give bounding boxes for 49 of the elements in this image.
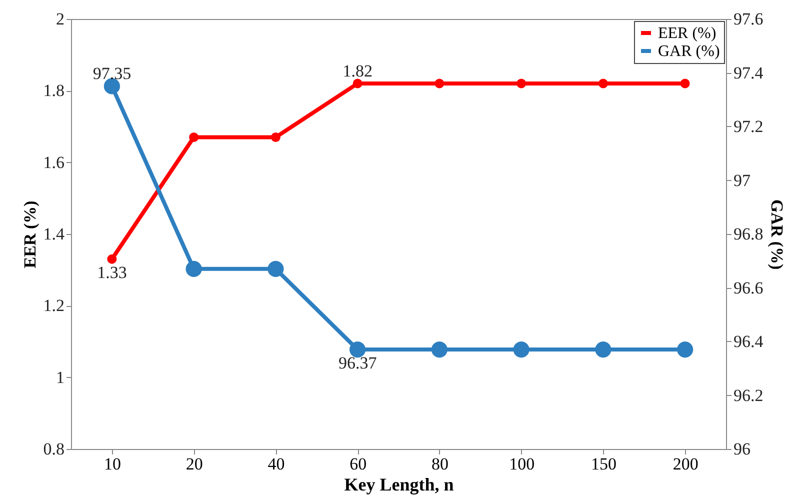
- point: [595, 342, 612, 358]
- point: [104, 78, 120, 94]
- y2-tick-label: 97: [734, 170, 751, 190]
- data-label: 1.82: [342, 62, 372, 80]
- data-label: 96.37: [338, 354, 378, 373]
- x-tick-label: 150: [590, 454, 616, 474]
- point: [107, 254, 117, 264]
- y-tick-label: 1: [56, 368, 64, 387]
- y2-tick-label: 96.4: [734, 332, 764, 351]
- point: [598, 78, 608, 88]
- x-axis-title: Key Length, n: [344, 474, 454, 494]
- y-tick-label: 1.6: [43, 152, 64, 172]
- y-axis-title: EER (%): [20, 200, 40, 268]
- x-tick-label: 80: [431, 454, 448, 474]
- point: [516, 78, 526, 88]
- point: [680, 78, 690, 88]
- y-tick-label: 2: [56, 10, 64, 28]
- y2-tick-label: 96.6: [734, 278, 764, 298]
- y-tick-label: 0.8: [43, 440, 64, 458]
- y-tick-label: 1.8: [43, 81, 64, 100]
- point: [350, 342, 366, 358]
- x-tick-label: 40: [268, 454, 285, 474]
- x-tick-label: 20: [186, 454, 203, 474]
- y-tick-label: 1.2: [43, 296, 64, 316]
- point: [268, 260, 284, 277]
- y2-axis-title: GAR (%): [767, 199, 786, 270]
- y2-tick-label: 96: [734, 440, 750, 458]
- legend-label: GAR (%): [658, 43, 720, 60]
- y-tick-label: 1.4: [43, 224, 65, 244]
- point: [431, 342, 448, 358]
- point: [189, 132, 199, 142]
- y2-tick-label: 97.4: [734, 63, 764, 82]
- y2-tick-label: 97.2: [734, 117, 764, 136]
- x-tick-label: 200: [672, 454, 698, 474]
- data-label: 1.33: [97, 263, 127, 282]
- point: [352, 78, 362, 88]
- x-tick-label: 60: [350, 454, 367, 474]
- point: [186, 260, 202, 277]
- point: [513, 342, 530, 358]
- point: [434, 78, 444, 88]
- y2-tick-label: 96.2: [734, 386, 764, 405]
- y2-tick-label: 97.6: [734, 10, 764, 28]
- data-label: 97.35: [92, 64, 132, 84]
- y2-tick-label: 96.8: [734, 224, 764, 244]
- legend-label: EER (%): [658, 25, 716, 42]
- point: [270, 132, 280, 142]
- point: [677, 342, 694, 358]
- x-tick-label: 100: [509, 454, 535, 474]
- x-tick-label: 10: [104, 454, 121, 474]
